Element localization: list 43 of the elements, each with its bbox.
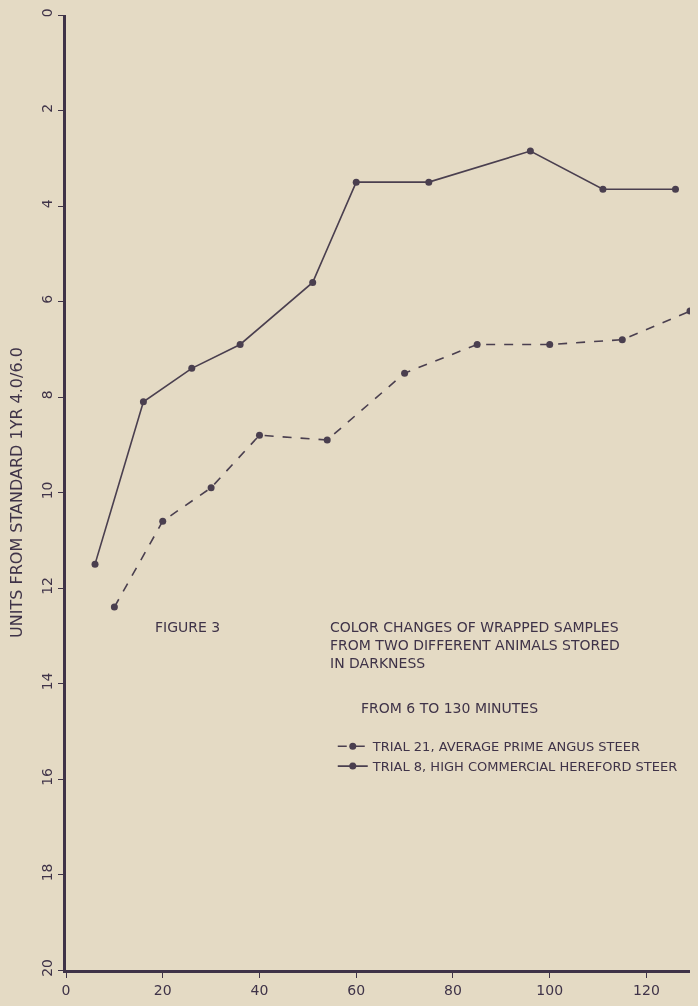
point [309, 278, 317, 286]
point [91, 560, 99, 568]
legend-label: TRIAL 21, AVERAGE PRIME ANGUS STEER [371, 739, 640, 755]
point [236, 340, 244, 348]
x-tick-label: 0 [61, 981, 71, 998]
point [401, 369, 409, 377]
point [207, 484, 215, 492]
point [618, 336, 626, 344]
x-tick-label: 20 [153, 981, 172, 998]
annotation: FROM 6 TO 130 MINUTES [361, 700, 539, 716]
y-tick-label: 12 [39, 576, 56, 595]
text: FIGURE 3 [155, 619, 221, 635]
point [599, 185, 607, 193]
y-tick-label: 4 [39, 199, 56, 209]
x-tick-label: 100 [536, 981, 564, 998]
point [159, 517, 167, 525]
y-tick-label: 20 [39, 958, 56, 977]
legend-label: TRIAL 8, HIGH COMMERCIAL HEREFORD STEER [371, 759, 678, 775]
point [255, 431, 263, 439]
point [546, 340, 554, 348]
x-tick-label: 120 [633, 981, 660, 998]
point [323, 436, 331, 444]
x-tick-label: 40 [250, 981, 269, 998]
point [526, 147, 534, 155]
y-tick-label: 2 [39, 103, 56, 113]
x-tick-label: 80 [444, 981, 462, 998]
point [671, 185, 679, 193]
point [473, 340, 481, 348]
point [139, 398, 147, 406]
y-tick-label: 16 [39, 767, 56, 786]
y-axis-title: UNITS FROM STANDARD 1YR 4.0/6.0 [7, 347, 26, 638]
y-tick-label: 18 [39, 863, 56, 882]
y-tick-label: 0 [39, 8, 56, 18]
point [425, 178, 433, 186]
x-tick-label: 60 [347, 981, 366, 998]
point [352, 178, 360, 186]
y-tick-label: 10 [39, 481, 56, 500]
y-tick-label: 8 [39, 390, 56, 400]
point [110, 603, 118, 611]
y-tick-label: 14 [39, 672, 56, 691]
y-tick-label: 6 [39, 294, 56, 304]
text: COLOR CHANGES OF WRAPPED SAMPLES FROM TWO DIFFERENT ANIMALS STORED IN DARKNESS [330, 619, 620, 672]
point [188, 364, 196, 372]
